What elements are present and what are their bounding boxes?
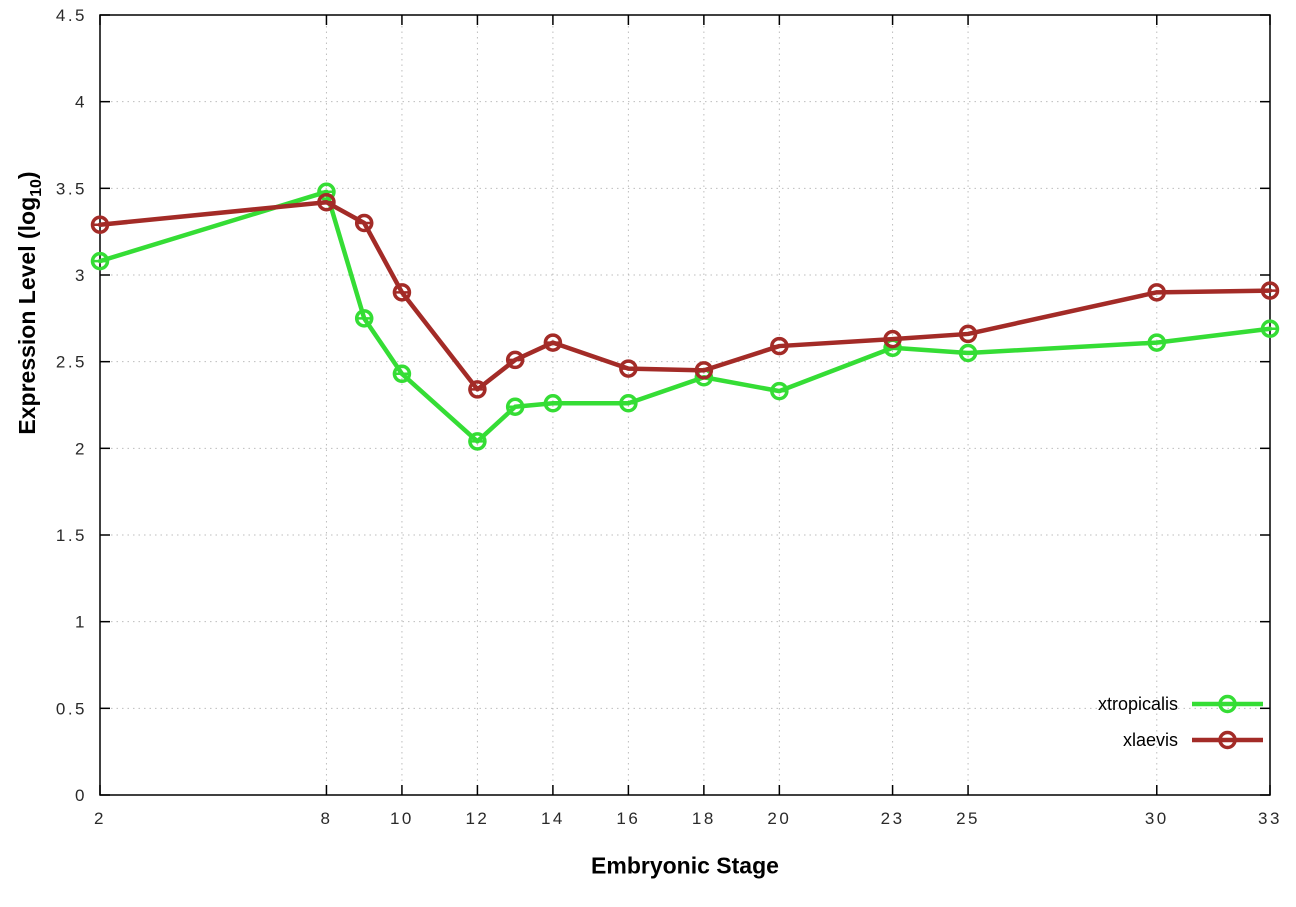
legend-entry-xtropicalis: xtropicalis xyxy=(1098,694,1263,714)
x-tick-label: 16 xyxy=(616,809,640,828)
data-point-marker xyxy=(694,361,714,380)
y-axis-label-subscript: 10 xyxy=(27,179,45,197)
y-tick-label: 4 xyxy=(75,93,87,112)
legend-label: xtropicalis xyxy=(1098,694,1178,714)
data-point-marker xyxy=(770,336,789,356)
data-point-marker xyxy=(90,251,110,271)
data-point-marker xyxy=(1147,333,1167,352)
data-point-marker xyxy=(958,324,978,344)
data-point-marker xyxy=(392,364,412,384)
legend-label: xlaevis xyxy=(1123,730,1178,750)
y-tick-label: 3 xyxy=(75,266,87,285)
data-point-marker xyxy=(619,359,638,378)
y-tick-label: 2 xyxy=(75,439,87,458)
x-tick-label: 2 xyxy=(94,809,106,828)
y-tick-label: 2.5 xyxy=(56,353,87,372)
x-tick-label: 18 xyxy=(692,809,716,828)
data-point-marker xyxy=(354,309,374,328)
legend-sample-marker xyxy=(1218,694,1237,714)
data-point-marker xyxy=(317,182,336,202)
data-point-marker xyxy=(505,350,525,370)
data-point-marker xyxy=(619,394,638,413)
x-tick-label: 12 xyxy=(465,809,489,828)
x-tick-label: 14 xyxy=(541,809,565,828)
y-tick-label: 1.5 xyxy=(56,526,87,545)
series-line-xtropicalis xyxy=(97,189,1273,444)
data-point-marker xyxy=(317,192,336,212)
x-tick-label: 25 xyxy=(956,809,980,828)
x-tick-label: 23 xyxy=(881,809,905,828)
plot-border xyxy=(99,14,1271,796)
x-tick-label: 33 xyxy=(1258,809,1282,828)
data-point-marker xyxy=(468,380,487,399)
y-axis-label-close: ) xyxy=(14,171,41,180)
series-line-xlaevis xyxy=(97,199,1273,392)
y-tick-label: 1 xyxy=(75,613,87,632)
data-point-marker xyxy=(958,343,978,363)
x-axis-label: Embryonic Stage xyxy=(591,852,779,879)
x-tick-label: 30 xyxy=(1145,809,1169,828)
y-tick-label: 4.5 xyxy=(56,6,87,25)
y-axis-label: Expression Level (log10) xyxy=(14,171,46,434)
data-point-marker xyxy=(543,394,563,413)
y-tick-label: 0 xyxy=(75,786,87,805)
data-point-marker xyxy=(543,333,563,352)
data-point-marker xyxy=(468,432,487,451)
data-point-marker xyxy=(505,397,525,416)
series-xlaevis xyxy=(90,192,1280,399)
data-point-marker xyxy=(354,213,374,233)
data-point-marker xyxy=(392,283,412,302)
y-axis-label-main: Expression Level (log xyxy=(14,196,41,435)
data-point-marker xyxy=(90,215,110,234)
data-point-marker xyxy=(1147,283,1167,302)
data-point-marker xyxy=(770,381,789,401)
x-tick-label: 8 xyxy=(320,809,332,828)
y-tick-label: 0.5 xyxy=(56,699,87,718)
y-tick-label: 3.5 xyxy=(56,179,87,198)
data-point-marker xyxy=(883,329,902,349)
data-point-marker xyxy=(1260,319,1280,338)
legend-entry-xlaevis: xlaevis xyxy=(1123,730,1263,750)
series-xtropicalis xyxy=(90,182,1280,451)
x-tick-label: 10 xyxy=(390,809,414,828)
legend-sample-marker xyxy=(1218,730,1237,750)
x-tick-label: 20 xyxy=(767,809,791,828)
data-point-marker xyxy=(1260,281,1280,300)
